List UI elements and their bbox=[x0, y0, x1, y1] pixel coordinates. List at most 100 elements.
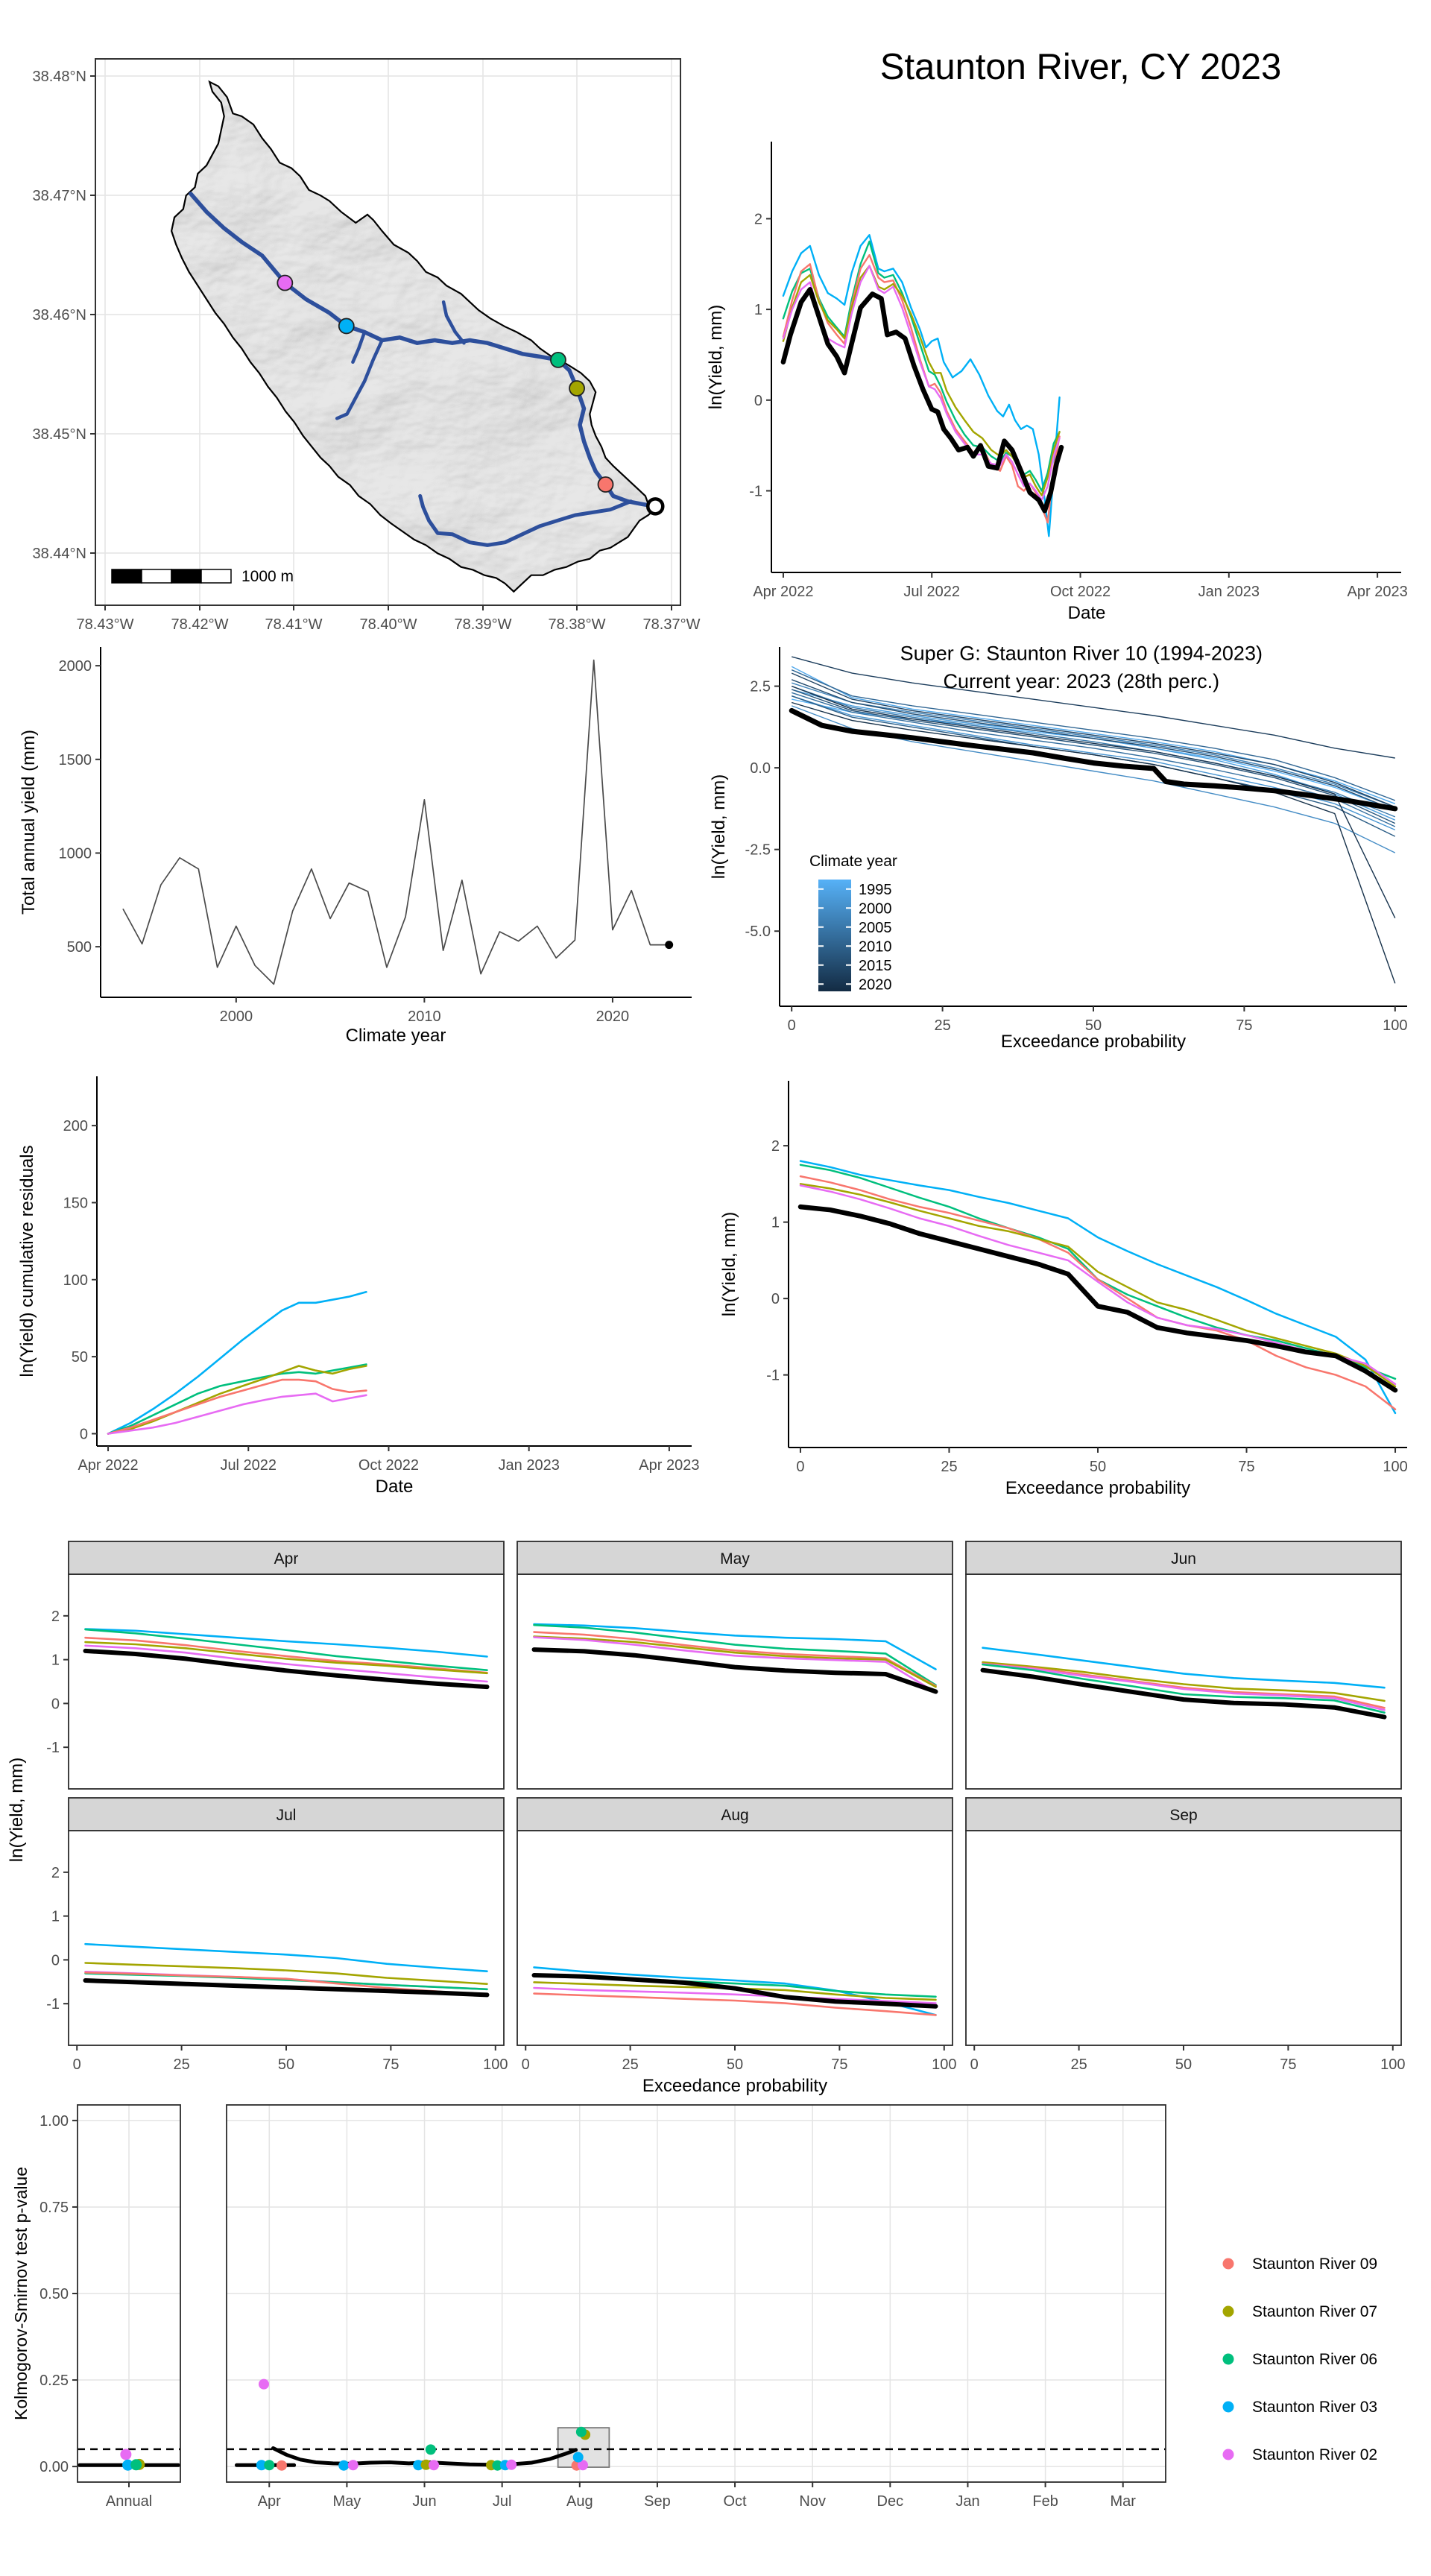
series-line bbox=[107, 1363, 367, 1435]
series-line bbox=[982, 1662, 1386, 1709]
y-tick-label: 0 bbox=[80, 1426, 88, 1442]
x-tick-label: Feb bbox=[1032, 2493, 1058, 2510]
data-point bbox=[420, 2459, 432, 2470]
series-line bbox=[84, 1628, 488, 1671]
map-x-tick-label: 78.42°W bbox=[171, 616, 229, 633]
x-tick-label: 2020 bbox=[596, 1008, 630, 1025]
data-point bbox=[492, 2460, 503, 2471]
x-tick-label: Nov bbox=[799, 2493, 826, 2510]
station-marker bbox=[569, 380, 585, 397]
chart-ks-annual: Annual 0.00 0.25 0.50 0.75 1.00 bbox=[40, 2104, 181, 2510]
data-point bbox=[256, 2460, 267, 2471]
series-line bbox=[789, 707, 1398, 812]
y-tick-label: -2.5 bbox=[745, 842, 771, 859]
y-tick-label: 2.5 bbox=[750, 679, 771, 695]
x-tick-label: Jan 2023 bbox=[499, 1457, 560, 1474]
x-tick-label: 50 bbox=[1175, 2056, 1192, 2073]
river bbox=[441, 300, 466, 345]
x-tick-label: 75 bbox=[831, 2056, 847, 2073]
facet-strip bbox=[965, 1541, 1402, 1575]
map-y-tick-label: 38.45°N bbox=[33, 426, 87, 443]
chart-facet-may: May bbox=[517, 1541, 953, 1790]
series-line bbox=[531, 1647, 938, 1694]
chart-superg: 0 25 50 75 100 2.5 0.0 -2.5 -5.0 Super G: Staunto… bbox=[745, 643, 1408, 1034]
axis-label: Kolmogorov-Smirnov test p-value bbox=[11, 2167, 31, 2420]
data-point bbox=[122, 2459, 134, 2471]
site-legend: Staunton River 09 Staunton River 07 Staunt… bbox=[1222, 2255, 1377, 2463]
series-line bbox=[782, 253, 1061, 524]
panel-title: Current year: 2023 (28th perc.) bbox=[943, 670, 1219, 692]
x-tick-label: Annual bbox=[106, 2493, 152, 2510]
series-line bbox=[797, 1204, 1398, 1393]
y-tick-label: 0 bbox=[51, 1696, 60, 1712]
legend-entry-label: 2010 bbox=[859, 938, 892, 955]
x-tick-label: 50 bbox=[727, 2056, 743, 2073]
scalebar-segment bbox=[141, 569, 172, 584]
outlet-marker bbox=[645, 497, 665, 516]
x-tick-label: 0 bbox=[788, 1017, 796, 1034]
facet-strip-label: Jun bbox=[1171, 1550, 1196, 1568]
watershed-boundary bbox=[170, 80, 656, 593]
station-marker bbox=[597, 476, 614, 493]
x-tick-label: 25 bbox=[934, 1017, 950, 1034]
axis-labels: ln(Yield, mm) Date Total annual yield (mm)… bbox=[7, 305, 1190, 2420]
river bbox=[351, 330, 367, 364]
y-tick-label: 2 bbox=[771, 1138, 780, 1155]
axis-label: Date bbox=[376, 1477, 414, 1497]
y-tick-label: -1 bbox=[46, 1996, 60, 2012]
panel-background bbox=[966, 1831, 1401, 2045]
x-tick-label: 50 bbox=[278, 2056, 294, 2073]
x-tick-label: 100 bbox=[1383, 1017, 1407, 1034]
facet-strip bbox=[517, 1541, 953, 1575]
scalebar-segment bbox=[171, 569, 202, 584]
map-x-tick-label: 78.43°W bbox=[77, 616, 134, 633]
station-marker bbox=[277, 274, 294, 291]
legend-item-label: Staunton River 07 bbox=[1252, 2303, 1377, 2320]
x-tick-label: Sep bbox=[644, 2493, 671, 2510]
y-tick-label: -1 bbox=[749, 483, 762, 499]
panel-title: Super G: Staunton River 10 (1994-2023) bbox=[900, 643, 1263, 665]
x-tick-label: Oct 2022 bbox=[358, 1457, 419, 1474]
series-line bbox=[533, 1986, 937, 2004]
y-tick-label: 0.00 bbox=[40, 2459, 69, 2475]
facet-strip bbox=[517, 1797, 953, 1831]
facet-strip-label: Aug bbox=[721, 1807, 748, 1824]
facet-strip-label: Jul bbox=[277, 1807, 297, 1824]
x-tick-label: 0 bbox=[970, 2056, 979, 2073]
x-tick-label: Jul 2022 bbox=[220, 1457, 277, 1474]
x-tick-label: 50 bbox=[1090, 1459, 1106, 1475]
y-tick-label: 1000 bbox=[59, 845, 92, 862]
series-line bbox=[107, 1392, 367, 1435]
axis-label: ln(Yield, mm) bbox=[706, 305, 726, 409]
axis-label: Total annual yield (mm) bbox=[19, 730, 39, 915]
climate-year-line bbox=[791, 669, 1396, 801]
data-point bbox=[429, 2460, 440, 2471]
x-tick-label: Oct 2022 bbox=[1050, 584, 1111, 600]
chart-ks-months: Apr May Jun Jul Aug Sep Oct Nov Dec Jan Feb Mar bbox=[226, 2104, 1166, 2510]
series-line bbox=[533, 1636, 937, 1693]
series-line bbox=[83, 1648, 490, 1690]
legend-key-dot bbox=[1222, 2401, 1234, 2413]
x-tick-label: 50 bbox=[1085, 1017, 1102, 1034]
panel-background bbox=[780, 647, 1407, 1006]
panel-background bbox=[771, 142, 1401, 572]
y-tick-label: 0.25 bbox=[40, 2373, 69, 2389]
series-line bbox=[107, 1378, 367, 1435]
river bbox=[418, 493, 633, 547]
data-point bbox=[338, 2460, 350, 2471]
y-tick-label: 2000 bbox=[59, 658, 92, 675]
chart-facet-jul: 0 25 50 75 100 -1 0 1 2 Jul bbox=[46, 1797, 508, 2073]
series-line bbox=[533, 1623, 937, 1670]
x-tick-label: 2000 bbox=[220, 1008, 253, 1025]
x-tick-label: 25 bbox=[622, 2056, 638, 2073]
series-line bbox=[982, 1663, 1386, 1714]
climate-year-line bbox=[792, 656, 1395, 759]
x-tick-label: 25 bbox=[941, 1459, 957, 1475]
series-line bbox=[533, 1966, 937, 2016]
y-tick-label: 50 bbox=[72, 1349, 88, 1366]
y-tick-label: 1500 bbox=[59, 752, 92, 768]
series-line bbox=[782, 234, 1061, 537]
data-point bbox=[413, 2460, 424, 2471]
legend-entry-label: 2015 bbox=[859, 958, 892, 974]
